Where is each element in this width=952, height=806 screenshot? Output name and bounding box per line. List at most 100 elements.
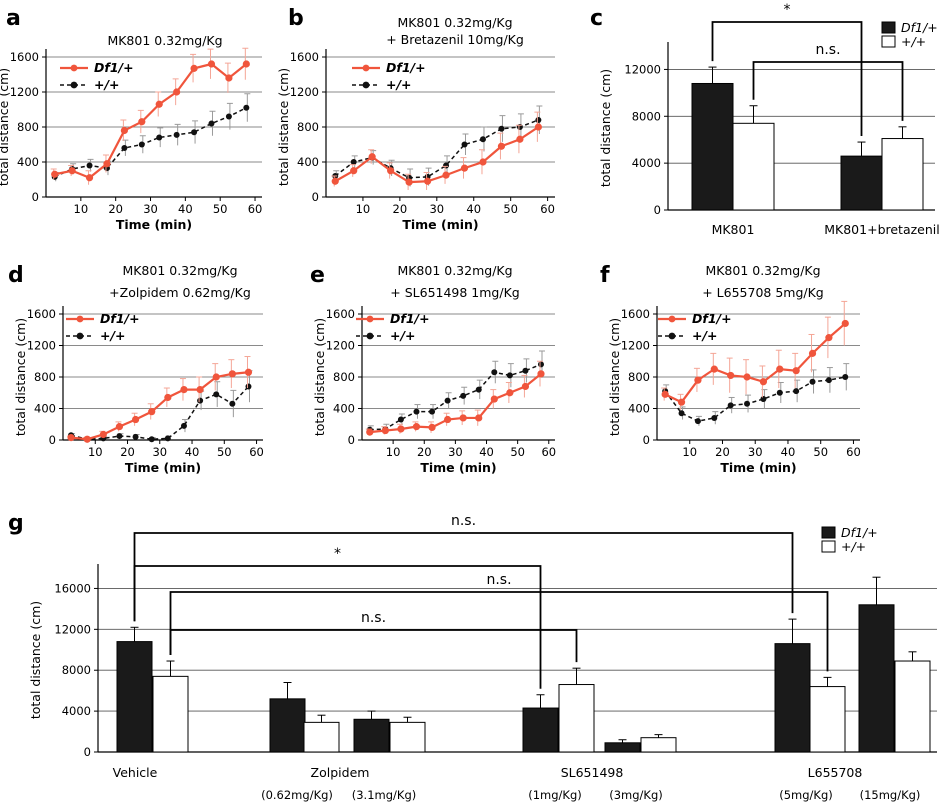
series-line-wt bbox=[369, 363, 542, 431]
y-axis-label: total distance (cm) bbox=[0, 68, 11, 186]
significance-bracket bbox=[133, 565, 542, 689]
bar-wt bbox=[732, 122, 775, 211]
bar-wt bbox=[389, 721, 426, 753]
y-axis-label: total distance (cm) bbox=[276, 68, 291, 186]
panel-title: MK801 0.32mg/Kg bbox=[397, 15, 512, 30]
legend-label: +/+ bbox=[692, 328, 718, 343]
data-point bbox=[710, 365, 718, 373]
y-tick-label: 12000 bbox=[624, 62, 661, 76]
data-point bbox=[461, 141, 468, 148]
y-tick-label: 1200 bbox=[10, 85, 39, 99]
data-point bbox=[443, 162, 450, 169]
y-tick-label: 1600 bbox=[10, 50, 39, 64]
data-point bbox=[225, 74, 233, 82]
x-axis-label: Time (min) bbox=[720, 460, 796, 475]
data-point bbox=[825, 377, 832, 384]
x-tick-label: 10 bbox=[682, 445, 697, 459]
data-point bbox=[521, 382, 530, 391]
x-tick-label: 50 bbox=[813, 445, 828, 459]
data-point bbox=[825, 334, 833, 342]
data-point bbox=[115, 423, 124, 431]
data-point bbox=[120, 126, 128, 135]
data-point bbox=[760, 396, 767, 403]
x-tick-label: 60 bbox=[846, 445, 861, 459]
panel-title: MK801 0.32mg/Kg bbox=[397, 263, 512, 278]
bar-wt bbox=[894, 660, 931, 753]
legend-label: Df1/+ bbox=[841, 525, 878, 540]
data-point bbox=[213, 391, 220, 398]
data-point bbox=[99, 430, 107, 439]
data-point bbox=[131, 415, 140, 424]
legend-marker bbox=[362, 64, 370, 72]
category-label: MK801 bbox=[712, 222, 755, 237]
bar-wt bbox=[640, 737, 677, 753]
x-tick-label: 20 bbox=[108, 202, 123, 216]
bar-df1 bbox=[858, 604, 895, 753]
data-point bbox=[490, 395, 498, 403]
legend-swatch bbox=[821, 526, 836, 539]
y-tick-label: 12000 bbox=[54, 622, 91, 636]
data-point bbox=[537, 361, 544, 368]
panel-title: + SL651498 1mg/Kg bbox=[390, 285, 519, 300]
bar-wt bbox=[809, 686, 846, 753]
data-point bbox=[479, 158, 487, 166]
significance-bracket bbox=[133, 532, 794, 622]
bar-df1 bbox=[116, 641, 153, 753]
group-label: L655708 bbox=[808, 765, 863, 780]
data-point bbox=[86, 162, 93, 169]
data-point bbox=[164, 435, 171, 442]
significance-label: n.s. bbox=[815, 42, 840, 58]
data-point bbox=[381, 426, 389, 435]
data-point bbox=[537, 370, 545, 378]
y-tick-label: 0 bbox=[348, 433, 355, 447]
bar-wt bbox=[303, 721, 340, 753]
legend-label: Df1/+ bbox=[692, 311, 732, 326]
data-point bbox=[245, 383, 252, 390]
legend-marker bbox=[70, 81, 78, 89]
panel-label: c bbox=[590, 6, 603, 31]
dose-label: (5mg/Kg) bbox=[779, 788, 833, 802]
panel-label: a bbox=[6, 6, 21, 31]
y-tick-label: 0 bbox=[312, 190, 319, 204]
group-label: Vehicle bbox=[113, 765, 158, 780]
data-point bbox=[138, 141, 145, 148]
data-point bbox=[841, 319, 849, 328]
data-point bbox=[497, 142, 506, 150]
x-tick-label: 60 bbox=[541, 445, 556, 459]
dose-label: (3.1mg/Kg) bbox=[352, 788, 416, 802]
bar-df1 bbox=[691, 82, 734, 211]
data-point bbox=[429, 408, 436, 415]
data-point bbox=[405, 178, 413, 186]
y-tick-label: 800 bbox=[333, 370, 355, 384]
data-point bbox=[196, 386, 204, 394]
data-point bbox=[350, 167, 358, 175]
y-tick-label: 800 bbox=[628, 370, 650, 384]
x-tick-label: 40 bbox=[178, 202, 193, 216]
legend-label: Df1/+ bbox=[100, 311, 140, 326]
x-tick-label: 30 bbox=[429, 202, 444, 216]
significance-label: * bbox=[784, 2, 791, 18]
data-point bbox=[397, 416, 404, 423]
data-point bbox=[479, 136, 486, 143]
dose-label: (15mg/Kg) bbox=[860, 788, 921, 802]
significance-label: n.s. bbox=[451, 513, 476, 529]
data-point bbox=[228, 370, 236, 378]
group-label: SL651498 bbox=[561, 765, 624, 780]
panel-label: d bbox=[8, 263, 24, 288]
data-point bbox=[428, 423, 436, 431]
legend-label: +/+ bbox=[386, 77, 412, 92]
x-tick-label: 20 bbox=[393, 202, 408, 216]
data-point bbox=[212, 373, 220, 381]
data-point bbox=[116, 433, 123, 440]
data-point bbox=[155, 100, 163, 108]
bar-df1 bbox=[522, 707, 559, 753]
y-tick-label: 8000 bbox=[62, 663, 91, 677]
y-axis-label: total distance (cm) bbox=[607, 318, 622, 436]
significance-bracket bbox=[711, 21, 863, 137]
y-tick-label: 400 bbox=[34, 402, 56, 416]
data-point bbox=[516, 135, 524, 143]
legend-marker bbox=[362, 81, 370, 89]
bar-df1 bbox=[604, 742, 641, 753]
data-point bbox=[156, 134, 163, 141]
x-tick-label: 20 bbox=[715, 445, 730, 459]
